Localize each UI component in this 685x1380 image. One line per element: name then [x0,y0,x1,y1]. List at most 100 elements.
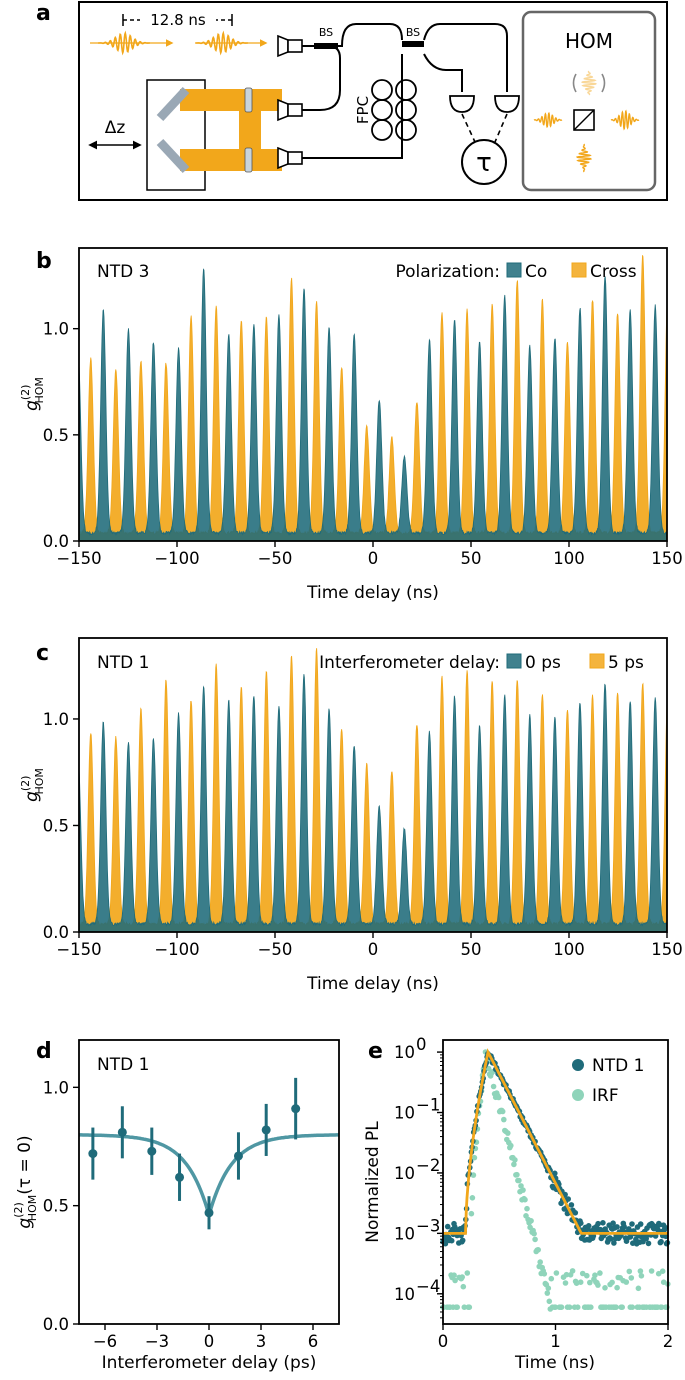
panel-c-ylabel: g(2)HOM [19,768,46,802]
y-tick-exponent: −3 [416,1216,440,1235]
y-tick-exponent: 0 [416,1035,427,1054]
x-tick-label: 150 [651,940,683,959]
irf-point [535,1247,541,1253]
panel-c-chart: c −150 −100 −50 0 50 100 150 0.0 0.5 1.0 NTD 1 In… [19,637,683,994]
irf-point [544,1290,551,1296]
fpc-label: FPC [354,96,372,124]
panel-b-xlabel: Time delay (ns) [306,583,439,603]
panel-e-legend: NTD 1 IRF [572,1056,644,1106]
data-point [291,1104,301,1114]
panel-e-xlabel: Time (ns) [514,1353,595,1373]
x-tick-label: −100 [154,940,199,959]
ntd-point [607,1236,614,1242]
ntd-point [595,1220,601,1227]
tau-label: τ [476,148,492,178]
panel-d-chart: d −6 −3 0 3 6 0.0 0.5 1.0 NTD 1 Interferometer … [12,1039,340,1373]
hom-label: HOM [565,29,613,53]
data-point [117,1127,127,1137]
irf-point [548,1275,555,1282]
irf-point [469,1195,476,1201]
irf-point [638,1273,645,1279]
irf-point [541,1271,548,1277]
panel-d-annotation: NTD 1 [97,1055,149,1075]
panel-c-xlabel: Time delay (ns) [306,974,439,994]
irf-point [512,1157,518,1163]
ntd-point [611,1240,617,1246]
irf-point [516,1177,522,1184]
irf-point [459,1274,466,1280]
ntd-point [621,1223,627,1230]
irf-point [501,1116,507,1123]
irf-point [514,1171,520,1178]
detector-1-icon [449,95,475,113]
x-tick-label: 1 [550,1332,561,1351]
x-tick-label: −150 [56,549,101,568]
y-tick-exponent: −4 [416,1277,440,1296]
irf-point [563,1271,570,1278]
irf-point [587,1279,593,1286]
legend-label-irf: IRF [592,1086,619,1106]
panel-b-axes: −150 −100 −50 0 50 100 150 0.0 0.5 1.0 [43,320,683,568]
x-tick-label: 3 [256,1332,267,1351]
delta-z-label: Δz [105,118,126,138]
x-tick-label: 6 [308,1332,319,1351]
irf-point [629,1304,636,1310]
y-tick-label: 0.0 [43,1315,69,1334]
panel-b-ylabel: g(2)HOM [19,377,46,411]
data-point [175,1172,185,1182]
x-tick-label: 0 [438,1332,449,1351]
lens-icon [244,147,253,173]
x-tick-label: 100 [553,549,585,568]
fit-curve [443,1048,668,1235]
y-tick-label: 0.5 [43,1197,69,1216]
irf-point [470,1172,477,1178]
correlator-icon [461,139,507,185]
legend-swatch-cross [571,262,587,278]
irf-point [546,1298,553,1305]
panel-b-data [78,255,668,542]
bs2-label: BS [406,26,420,39]
irf-point [495,1094,502,1101]
x-tick-label: −50 [258,940,293,959]
ntd-point [637,1221,644,1227]
irf-point [566,1304,573,1310]
irf-point [626,1268,633,1275]
ntd-point [444,1223,451,1230]
irf-point [537,1259,543,1265]
ntd-point [568,1202,575,1208]
fiber-coupler-icon [277,146,303,170]
irf-point [545,1285,552,1291]
irf-point [584,1272,590,1279]
irf-point [528,1218,534,1224]
beamsplitter-1 [314,43,338,49]
irf-point [452,1277,458,1284]
polarization-controller-icon [371,79,417,141]
irf-point [655,1270,662,1277]
panel-a-schematic: a 12.8 ns Δz [36,1,668,201]
panel-label-c: c [36,641,49,666]
beamsplitter-2 [402,41,424,47]
irf-point [553,1270,560,1276]
irf-point [569,1268,576,1274]
irf-point [577,1279,584,1285]
y-tick-label: 10 [394,1285,415,1304]
irf-point [505,1130,511,1136]
panel-b-chart: b −150 −100 −50 0 50 100 150 0.0 0.5 1.0 NTD 3 Po… [19,247,683,603]
fiber-coupler-icon [277,34,303,58]
irf-point [558,1304,565,1310]
legend-title: Polarization: [395,262,500,282]
irf-point [619,1304,625,1310]
ntd-point [662,1224,668,1231]
ntd-point [459,1237,466,1244]
legend-label-cross: Cross [590,262,637,282]
irf-point [562,1280,569,1286]
legend-label-5ps: 5 ps [608,653,644,673]
irf-point [518,1183,524,1189]
panel-label-e: e [368,1039,383,1064]
irf-point [658,1304,665,1310]
data-point [88,1149,98,1159]
x-tick-label: 0 [368,940,379,959]
ntd-point [585,1223,592,1229]
